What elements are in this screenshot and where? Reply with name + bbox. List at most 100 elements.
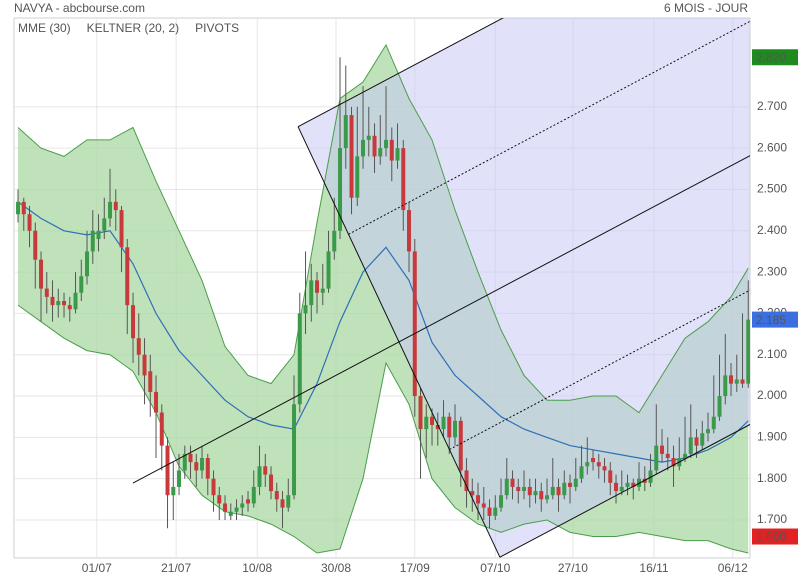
candle-body xyxy=(464,470,469,492)
candle-body xyxy=(493,507,498,516)
candle-body xyxy=(602,466,607,471)
candle-body xyxy=(292,404,297,496)
candle-body xyxy=(113,201,118,211)
candle-body xyxy=(683,453,688,459)
x-tick-label: 01/07 xyxy=(82,561,112,575)
candle-body xyxy=(148,371,153,392)
candle-body xyxy=(188,453,193,463)
y-tick-label: 2.400 xyxy=(757,223,787,237)
candle-body xyxy=(412,251,417,397)
candle-body xyxy=(125,247,130,306)
candle-body xyxy=(90,230,95,252)
x-tick-label: 30/08 xyxy=(321,561,351,575)
candle-body xyxy=(723,375,728,397)
candle-body xyxy=(332,230,337,252)
candle-body xyxy=(378,148,383,157)
candle-body xyxy=(73,292,78,310)
candle-body xyxy=(711,416,716,430)
candle-body xyxy=(16,201,21,215)
candle-body xyxy=(228,511,233,516)
keltner-lower xyxy=(17,304,749,554)
candle-body xyxy=(159,412,164,446)
candle-body xyxy=(654,445,659,471)
candle-body xyxy=(280,499,285,508)
candle-body xyxy=(119,210,124,248)
candle-body xyxy=(579,466,584,479)
candle-body xyxy=(372,135,377,157)
candle-body xyxy=(102,218,107,231)
x-tick-label: 27/10 xyxy=(558,561,588,575)
candle-body xyxy=(516,486,521,492)
candle-body xyxy=(67,305,72,310)
candle-body xyxy=(269,474,274,492)
candle-body xyxy=(407,210,412,252)
candle-body xyxy=(21,201,26,215)
candle-body xyxy=(246,499,251,504)
candle-body xyxy=(700,433,705,446)
candle-body xyxy=(257,466,262,487)
candle-body xyxy=(458,420,463,471)
candle-body xyxy=(50,296,55,306)
candle-body xyxy=(453,420,458,438)
price-marker-label: 2.185 xyxy=(756,313,786,327)
candle-body xyxy=(211,478,216,496)
y-tick-label: 1.900 xyxy=(757,430,787,444)
candle-body xyxy=(108,201,113,219)
candle-body xyxy=(177,470,182,487)
pivot-line xyxy=(499,423,750,558)
candle-body xyxy=(62,301,67,306)
candle-body xyxy=(223,503,228,512)
candle-body xyxy=(746,319,750,384)
candle-body xyxy=(142,354,147,376)
candle-body xyxy=(740,379,745,384)
candle-body xyxy=(717,396,722,417)
candle-body xyxy=(539,491,544,500)
candle-body xyxy=(171,486,176,496)
y-tick-label: 2.100 xyxy=(757,347,787,361)
y-tick-label: 1.800 xyxy=(757,471,787,485)
candle-body xyxy=(343,115,348,149)
candle-body xyxy=(527,486,532,496)
y-tick-label: 2.600 xyxy=(757,140,787,154)
candle-body xyxy=(665,453,670,459)
keltner-upper xyxy=(17,43,749,414)
candle-body xyxy=(56,301,61,306)
candle-body xyxy=(217,495,222,504)
candle-body xyxy=(274,491,279,500)
candle-body xyxy=(447,416,452,438)
candle-body xyxy=(39,259,44,289)
candle-body xyxy=(470,491,475,496)
legend-entry: KELTNER (20, 2) xyxy=(87,21,179,35)
mme-line xyxy=(17,201,749,463)
candle-body xyxy=(660,445,665,454)
candle-body xyxy=(545,495,550,500)
candle-body xyxy=(200,458,205,471)
legend-entry: MME (30) xyxy=(18,21,71,35)
candle-body xyxy=(476,495,481,504)
candle-body xyxy=(355,156,360,198)
candle-body xyxy=(568,482,573,487)
candle-body xyxy=(556,486,561,496)
candle-body xyxy=(194,462,199,471)
candle-body xyxy=(619,486,624,492)
x-tick-label: 07/10 xyxy=(480,561,510,575)
legend-entry: PIVOTS xyxy=(195,21,239,35)
candle-body xyxy=(533,491,538,496)
candle-body xyxy=(481,503,486,508)
candle-body xyxy=(384,139,389,149)
x-tick-label: 17/09 xyxy=(400,561,430,575)
candle-body xyxy=(263,466,268,475)
candle-body xyxy=(487,507,492,516)
plot-area xyxy=(14,18,750,558)
candle-body xyxy=(389,139,394,161)
candle-body xyxy=(361,139,366,157)
candle-body xyxy=(614,482,619,492)
price-marker xyxy=(752,49,798,66)
pivot-line xyxy=(132,155,750,484)
x-tick-label: 16/11 xyxy=(639,561,668,575)
candle-body xyxy=(27,214,32,231)
candle-body xyxy=(33,230,38,260)
candle-body xyxy=(297,313,302,405)
candle-body xyxy=(326,251,331,289)
candle-body xyxy=(648,470,653,483)
